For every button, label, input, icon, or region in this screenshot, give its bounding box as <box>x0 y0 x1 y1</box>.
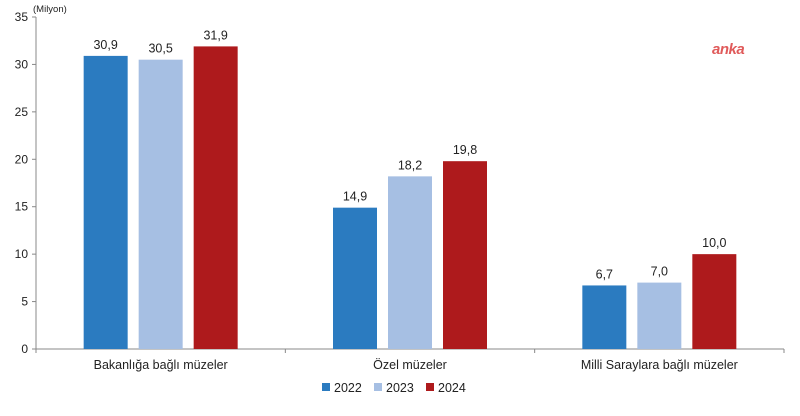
data-label: 18,2 <box>398 158 422 172</box>
data-label: 30,9 <box>93 38 117 52</box>
y-tick-label: 15 <box>15 200 29 214</box>
data-label: 30,5 <box>148 42 172 56</box>
category-label: Özel müzeler <box>373 358 447 372</box>
bars: 30,9 30,5 31,9 Bakanlığa bağlı müzeler 14,9 1… <box>83 28 738 372</box>
bar-2023 <box>388 176 432 349</box>
legend-swatch-2024 <box>426 383 434 391</box>
watermark-logo: anka <box>712 41 744 58</box>
bar-2024 <box>193 46 238 350</box>
legend-label: 2022 <box>334 381 362 395</box>
data-label: 7,0 <box>651 265 668 279</box>
data-label: 6,7 <box>596 267 613 281</box>
bar-2023 <box>138 59 183 349</box>
category-label: Bakanlığa bağlı müzeler <box>94 358 228 372</box>
y-tick-label: 30 <box>15 57 29 71</box>
bar-2024 <box>692 254 737 349</box>
y-tick-label: 5 <box>21 295 28 309</box>
data-label: 19,8 <box>453 143 477 157</box>
data-label: 10,0 <box>702 236 726 250</box>
bar-2022 <box>83 55 128 350</box>
y-tick-label: 25 <box>15 105 29 119</box>
legend: 2022 2023 2024 <box>322 381 466 395</box>
y-tick-label: 0 <box>21 342 28 356</box>
y-tick-label: 20 <box>15 152 29 166</box>
legend-label: 2023 <box>386 381 414 395</box>
bar-2022 <box>333 207 377 349</box>
bar-2023 <box>637 282 682 349</box>
data-label: 14,9 <box>343 190 367 204</box>
legend-swatch-2023 <box>374 383 382 391</box>
y-tick-label: 35 <box>15 10 29 24</box>
bar-2022 <box>582 285 627 349</box>
legend-label: 2024 <box>438 381 466 395</box>
bar-2024 <box>443 161 487 349</box>
legend-swatch-2022 <box>322 383 330 391</box>
y-tick-label: 10 <box>15 247 29 261</box>
y-axis-unit-label: (Milyon) <box>33 4 67 15</box>
category-label: Milli Saraylara bağlı müzeler <box>581 358 738 372</box>
data-label: 31,9 <box>203 28 227 42</box>
